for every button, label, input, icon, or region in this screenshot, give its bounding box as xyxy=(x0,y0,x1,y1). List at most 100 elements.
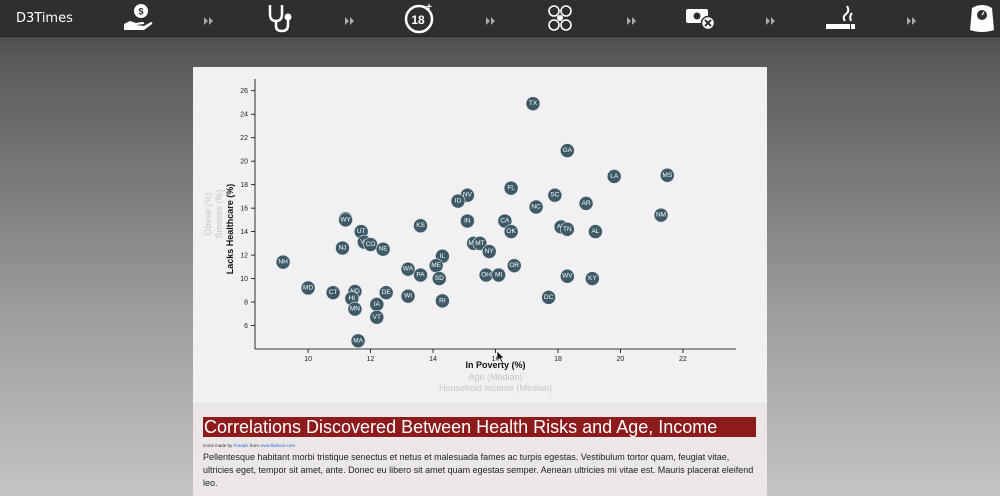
state-label: MN xyxy=(350,306,360,313)
y-tick-label: 12 xyxy=(240,253,248,260)
state-point[interactable] xyxy=(275,254,291,270)
state-label: VT xyxy=(373,314,381,321)
state-label: WY xyxy=(340,216,351,223)
state-point[interactable] xyxy=(335,240,350,256)
credit-author-link[interactable]: Freepik xyxy=(233,443,249,448)
y-axis-alt-title[interactable]: Smokes (%) xyxy=(214,189,224,238)
state-label: NJ xyxy=(338,245,346,252)
stethoscope-icon[interactable] xyxy=(263,2,295,34)
x-tick-label: 20 xyxy=(617,356,625,363)
state-point[interactable] xyxy=(369,310,385,325)
state-label: ND xyxy=(350,288,360,295)
state-point[interactable] xyxy=(347,301,363,317)
state-point[interactable] xyxy=(300,280,316,296)
state-label: IN xyxy=(464,218,471,225)
state-label: WI xyxy=(404,293,412,300)
chevron-right-icon xyxy=(766,13,776,25)
state-point[interactable] xyxy=(659,167,675,183)
state-label: FL xyxy=(507,185,515,192)
state-point[interactable] xyxy=(541,290,556,305)
age-18-plus-icon[interactable]: 18 + xyxy=(403,2,435,34)
article-body: Pellentesque habitant morbi tristique se… xyxy=(203,452,754,488)
state-point[interactable] xyxy=(547,187,563,203)
state-point[interactable] xyxy=(653,207,669,223)
state-point[interactable] xyxy=(350,333,366,349)
state-point[interactable] xyxy=(528,199,544,215)
credit-prefix: Icons made by xyxy=(203,443,233,448)
x-tick-label: 10 xyxy=(304,356,312,363)
state-label: LA xyxy=(610,173,619,180)
x-tick-label: 14 xyxy=(429,356,437,363)
state-label: SC xyxy=(550,192,559,199)
state-point[interactable] xyxy=(400,261,416,277)
state-point[interactable] xyxy=(560,143,575,158)
money-hand-icon[interactable]: $ xyxy=(122,2,154,34)
top-navbar: D3Times $ 18 + xyxy=(0,0,1000,37)
state-point[interactable] xyxy=(325,285,341,300)
brand-title[interactable]: D3Times xyxy=(16,11,73,26)
weight-scale-icon[interactable] xyxy=(966,2,998,34)
state-label: AR xyxy=(582,200,591,207)
x-axis-alt-title[interactable]: Age (Median) xyxy=(468,372,522,382)
state-label: HI xyxy=(349,295,356,302)
state-point[interactable] xyxy=(431,271,447,286)
state-point[interactable] xyxy=(450,193,466,209)
state-point[interactable] xyxy=(506,258,522,273)
state-point[interactable] xyxy=(606,169,622,184)
credit-mid: from xyxy=(249,443,259,448)
state-point[interactable] xyxy=(435,293,450,309)
state-point[interactable] xyxy=(375,241,391,257)
state-label: OR xyxy=(509,262,519,269)
icon-credits: Icons made by Freepik from www.flaticon.… xyxy=(203,443,295,448)
y-axis-alt-title[interactable]: Obese (%) xyxy=(203,192,213,235)
x-axis-alt-title[interactable]: Household Income (Median) xyxy=(439,383,552,393)
state-label: UT xyxy=(357,228,366,235)
y-tick-label: 14 xyxy=(240,229,248,236)
state-point[interactable] xyxy=(578,196,594,211)
y-tick-label: 16 xyxy=(240,206,248,213)
state-point[interactable] xyxy=(460,213,475,229)
mouse-cursor-icon xyxy=(496,350,505,363)
state-point[interactable] xyxy=(560,221,575,237)
y-tick-label: 18 xyxy=(240,182,248,189)
state-point[interactable] xyxy=(413,267,428,283)
state-label: MS xyxy=(662,172,672,179)
y-tick-label: 8 xyxy=(244,300,248,307)
state-point[interactable] xyxy=(378,285,394,300)
y-tick-label: 26 xyxy=(240,88,248,95)
state-label: TX xyxy=(529,100,538,107)
state-label: NV xyxy=(463,192,473,199)
y-axis-title[interactable]: Lacks Healthcare (%) xyxy=(225,184,235,275)
state-label: CT xyxy=(329,289,338,296)
state-label: OH xyxy=(481,272,491,279)
state-point[interactable] xyxy=(481,244,497,259)
state-point[interactable] xyxy=(491,267,506,283)
state-label: IA xyxy=(374,301,381,308)
state-point[interactable] xyxy=(413,218,428,234)
state-point[interactable] xyxy=(560,268,575,284)
chevron-right-icon xyxy=(204,13,214,25)
state-label: MA xyxy=(353,337,363,344)
state-label: MT xyxy=(475,240,484,247)
state-point[interactable] xyxy=(503,224,519,239)
state-label: NC xyxy=(531,203,541,210)
people-group-icon[interactable] xyxy=(544,2,576,34)
chevron-right-icon xyxy=(627,13,637,25)
money-cancel-icon[interactable] xyxy=(684,2,716,34)
x-axis-title[interactable]: In Poverty (%) xyxy=(465,360,525,370)
state-label: PA xyxy=(416,272,425,279)
state-point[interactable] xyxy=(588,224,603,239)
state-label: AL xyxy=(591,228,599,235)
credit-site-link[interactable]: www.flaticon.com xyxy=(260,443,295,448)
state-point[interactable] xyxy=(585,271,600,286)
chevron-right-icon xyxy=(907,13,917,25)
state-point[interactable] xyxy=(525,96,541,111)
state-point[interactable] xyxy=(472,236,488,251)
state-point[interactable] xyxy=(400,288,416,304)
state-point[interactable] xyxy=(503,180,519,196)
state-point[interactable] xyxy=(338,212,353,228)
x-tick-label: 22 xyxy=(679,356,687,363)
state-label: KY xyxy=(588,275,597,282)
cigarette-icon[interactable] xyxy=(825,2,857,34)
y-tick-label: 20 xyxy=(240,159,248,166)
